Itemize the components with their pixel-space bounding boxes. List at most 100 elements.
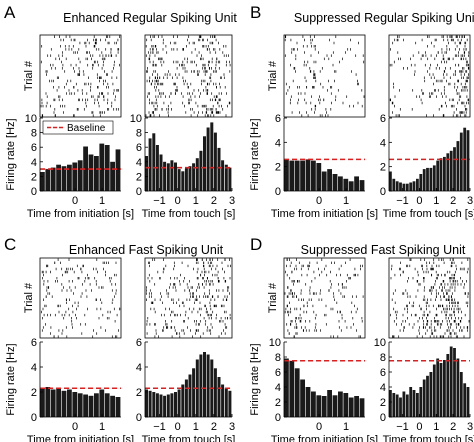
panel-B-left-bar <box>348 181 354 191</box>
panel-D-right-y-tick-label: 4 <box>380 382 386 394</box>
panel-D-left-bar <box>348 397 354 417</box>
panel-A-right-bar <box>228 167 232 191</box>
panel-B-right-y-tick-label: 2 <box>380 162 386 174</box>
panel-D-left-bar <box>316 395 322 418</box>
panel-A-left-bar <box>67 164 72 191</box>
panel-D-right-y-tick-label: 8 <box>380 352 386 364</box>
panel-B-right-x-tick-label: 2 <box>450 195 456 207</box>
panel-A-left-bar <box>77 160 83 191</box>
panel-B-left-bar <box>359 180 365 191</box>
panel-C-left-y-tick-label: 6 <box>31 337 37 349</box>
panel-D-left-bar <box>332 395 338 418</box>
panel-B-right-bar <box>432 165 436 191</box>
panel-D-right-bar <box>453 348 456 417</box>
panel-A-right-bar <box>224 164 228 191</box>
panel-D-right-y-tick-label: 2 <box>380 397 386 409</box>
panel-C-left-bar <box>99 389 105 417</box>
panel-A-left-bar <box>94 156 99 191</box>
panel-D-left-x-tick-label: 1 <box>343 421 349 433</box>
panel-A-right-y-tick-label: 6 <box>136 142 142 154</box>
raster-y-label-C: Trial # <box>23 282 35 313</box>
panel-B-left-bar <box>294 160 300 191</box>
panel-A-left-bar <box>45 169 51 191</box>
panel-A-right-y-tick-label: 4 <box>136 157 142 169</box>
rate-y-label-A: Firing rate [Hz] <box>5 118 17 190</box>
panel-C-right-bar <box>163 395 167 418</box>
panel-C-right-bar <box>213 368 217 418</box>
panel-C-right-x-tick-label: 1 <box>193 421 199 433</box>
panel-B-right-x-axis-label: Time from touch [s] <box>383 208 474 220</box>
panel-D-right-y-tick-label: 6 <box>380 367 386 379</box>
panel-A-right-bar <box>181 171 185 191</box>
panel-D-right-y-tick-label: 10 <box>374 337 386 349</box>
panel-A-right-bar <box>188 166 192 191</box>
panel-B-left-y-tick-label: 4 <box>275 137 281 149</box>
panel-A-left-raster-frame <box>39 34 122 118</box>
panel-D-left-y-tick-label: 6 <box>275 367 281 379</box>
panel-D-left-bar <box>343 393 349 417</box>
panel-A-right-bar <box>192 163 196 191</box>
panel-B-right-raster-frame <box>388 34 471 118</box>
panel-C-right-bar <box>166 394 170 417</box>
panel-C-left-bar <box>56 388 61 418</box>
panel-C-right-bar <box>192 368 196 418</box>
panel-D-right-bar <box>389 390 392 417</box>
panel-C-left-bar <box>94 393 99 418</box>
panel-A-right-bar <box>163 161 167 191</box>
panel-D-left-raster-frame <box>283 257 366 339</box>
panel-D-left-x-axis-label: Time from initiation [s] <box>271 434 378 442</box>
panel-C-right-bar <box>206 354 210 417</box>
panel-D-right-bar <box>409 387 413 417</box>
panel-B-right-bar <box>453 147 456 191</box>
panel-D-left-bar <box>300 379 305 417</box>
panel-C-left-bar <box>40 388 45 418</box>
panel-A-left-bar <box>83 146 88 191</box>
panel-A-right-bar <box>177 169 181 191</box>
panel-C-left-raster-frame <box>39 257 122 339</box>
panel-D-right-bar <box>466 387 470 417</box>
panel-B-left-bar <box>284 159 289 191</box>
panel-B-left-raster-frame <box>283 34 366 118</box>
panel-A-right-y-tick-label: 0 <box>136 186 142 198</box>
panel-C-right-bar <box>152 392 156 417</box>
panel-B-left-x-tick-label: 0 <box>316 195 322 207</box>
panel-B-left-bar <box>354 176 359 191</box>
panel-A-right-raster-frame <box>144 34 233 118</box>
panel-A-right-bar <box>148 138 152 191</box>
panel-B-right-y-tick-label: 4 <box>380 137 386 149</box>
panel-C-right-y-tick-label: 2 <box>136 387 142 399</box>
panel-D-left-y-tick-label: 2 <box>275 397 281 409</box>
panel-D-left-bar <box>289 360 295 418</box>
panel-label-D: D <box>250 235 262 254</box>
panel-B-right-bar <box>405 183 409 191</box>
raster-y-label-A: Trial # <box>23 60 35 91</box>
panel-A-right-x-axis-label: Time from touch [s] <box>142 208 236 220</box>
panel-B-right-bar <box>409 182 413 191</box>
panel-B-right-bar <box>443 156 446 191</box>
panel-B-left-bar <box>316 163 322 191</box>
panel-B-right-x-tick-label: 3 <box>467 195 473 207</box>
panel-D-left-y-tick-label: 8 <box>275 352 281 364</box>
panel-B-left-bar <box>305 159 311 191</box>
rate-y-label-B: Firing rate [Hz] <box>249 118 261 190</box>
panel-B-right-bar <box>402 183 406 191</box>
panel-C-left-y-tick-label: 2 <box>31 387 37 399</box>
panel-C-right-raster-frame <box>144 257 233 339</box>
panel-B-left-bar <box>338 176 343 191</box>
panel-title-D: Suppressed Fast Spiking Unit <box>301 243 466 257</box>
panel-C-left-bar <box>61 390 67 418</box>
panel-D-left-bar <box>284 358 289 417</box>
panel-C-right-bar <box>181 384 185 417</box>
raster-y-label-B: Trial # <box>267 60 279 91</box>
panel-B-left-bar <box>327 169 332 191</box>
panel-B-left-bar <box>289 160 295 191</box>
panel-D-right-bar <box>399 397 402 417</box>
panel-D-right-bar <box>432 364 436 417</box>
panel-D-right-bar <box>463 383 467 418</box>
panel-A-left-x-tick-label: 0 <box>72 195 78 207</box>
panel-C-right-bar <box>155 393 159 418</box>
panel-C-right-y-tick-label: 6 <box>136 337 142 349</box>
rate-y-label-D: Firing rate [Hz] <box>249 343 261 415</box>
panel-B-right-bar <box>466 130 470 191</box>
panel-C-right-bar <box>228 390 232 418</box>
